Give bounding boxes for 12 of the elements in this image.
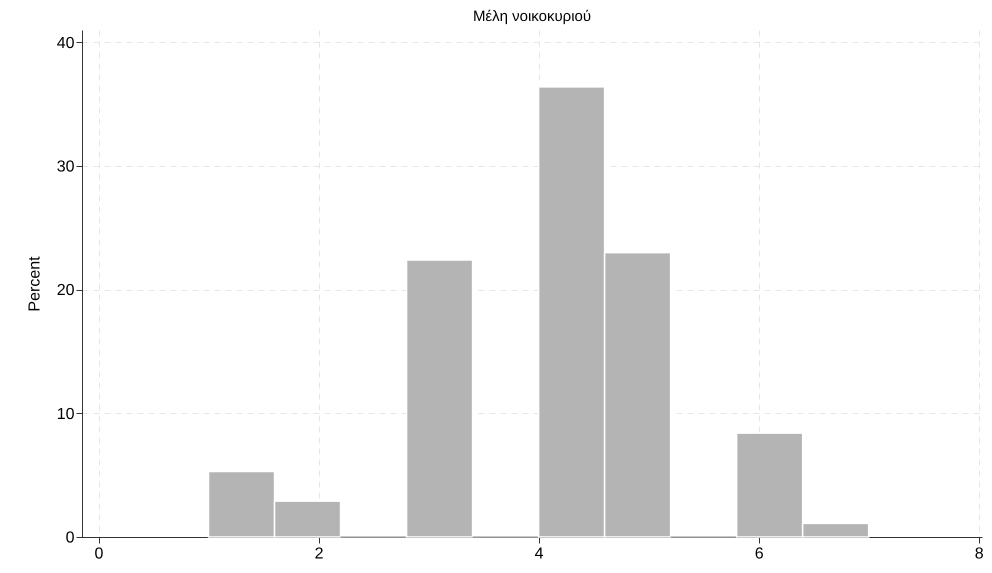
y-tick-label: 40	[56, 34, 75, 52]
y-tick-label: 30	[56, 158, 75, 176]
y-tick-label: 20	[56, 282, 75, 300]
y-axis-title: Percent	[26, 256, 44, 312]
x-tick-label: 0	[94, 546, 104, 562]
y-tick-label: 10	[56, 406, 75, 423]
x-tick-label: 4	[534, 546, 544, 562]
x-tick-label: 6	[754, 546, 764, 562]
y-tick-label: 0	[66, 530, 75, 546]
chart-title: Μέλη νοικοκυριού	[472, 8, 592, 25]
x-tick-label: 8	[974, 546, 984, 562]
x-tick-label: 2	[314, 546, 324, 562]
